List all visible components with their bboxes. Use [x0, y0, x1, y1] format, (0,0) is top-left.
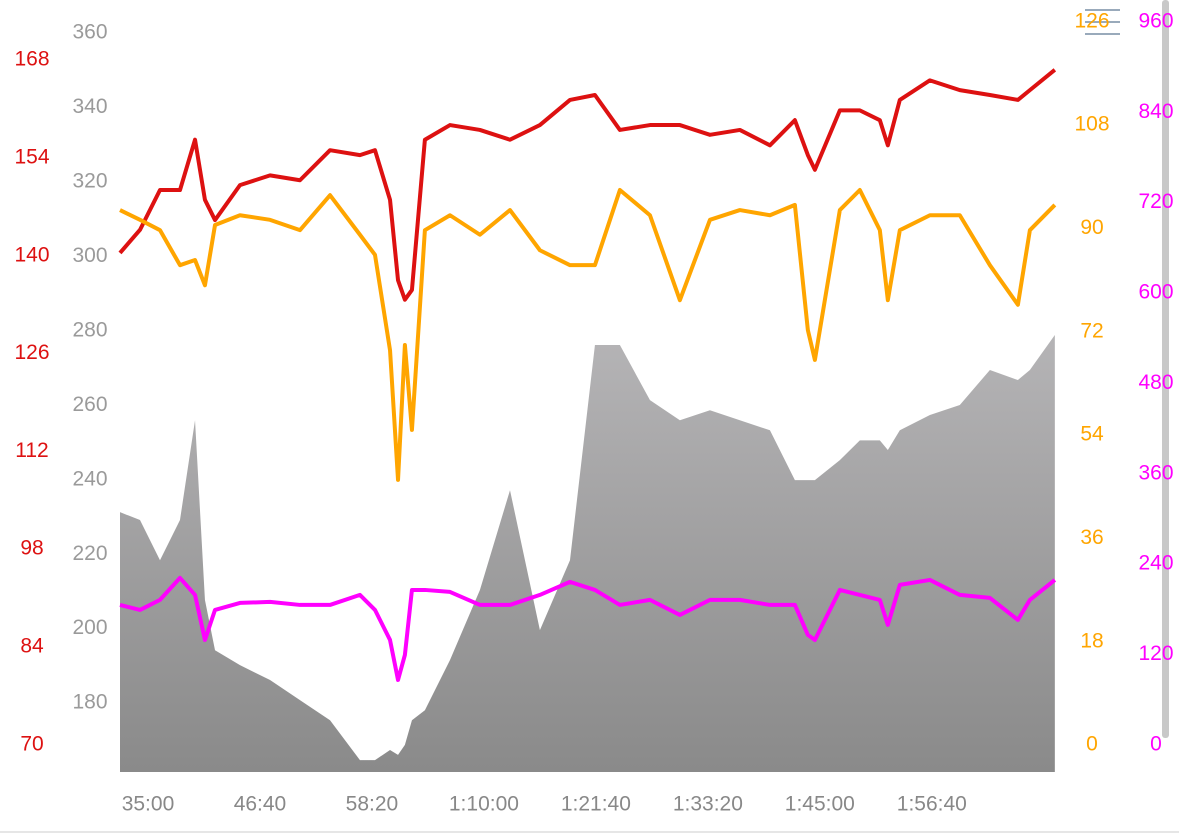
x-tick-label: 58:20 [346, 793, 399, 816]
y-tick-label: 112 [15, 439, 48, 462]
y-tick-label: 0 [1086, 733, 1098, 756]
y-tick-label: 280 [72, 318, 107, 341]
x-tick-label: 1:33:20 [673, 793, 743, 816]
y-tick-label: 98 [20, 537, 43, 560]
scrollbar[interactable] [1162, 0, 1169, 738]
y-tick-label: 108 [1074, 113, 1109, 136]
y-tick-label: 90 [1080, 216, 1103, 239]
y-tick-label: 340 [72, 95, 107, 118]
y-tick-label: 0 [1150, 733, 1162, 756]
y-tick-label: 70 [20, 732, 43, 755]
y-tick-label: 126 [14, 341, 49, 364]
y-tick-label: 960 [1138, 9, 1173, 32]
y-tick-label: 36 [1080, 526, 1103, 549]
series-line [118, 68, 1057, 302]
y-tick-label: 360 [1138, 461, 1173, 484]
y-tick-label: 120 [1138, 642, 1173, 665]
y-tick-label: 168 [14, 48, 49, 71]
y-tick-label: 600 [1138, 281, 1173, 304]
y-tick-label: 320 [72, 170, 107, 193]
x-tick-label: 1:45:00 [785, 793, 855, 816]
y-tick-label: 480 [1138, 371, 1173, 394]
plot-area [118, 68, 1057, 772]
y-tick-label: 220 [72, 542, 107, 565]
x-tick-label: 1:10:00 [449, 793, 519, 816]
x-tick-label: 35:00 [122, 793, 175, 816]
y-tick-label: 300 [72, 244, 107, 267]
x-tick-label: 1:56:40 [897, 793, 967, 816]
series-line [119, 575, 1057, 682]
elevation-area [120, 335, 1055, 772]
y-tick-label: 72 [1080, 319, 1103, 342]
y-tick-label: 840 [1138, 100, 1173, 123]
y-tick-label: 140 [14, 243, 49, 266]
x-tick-label: 1:21:40 [561, 793, 631, 816]
y-tick-label: 260 [72, 393, 107, 416]
series-line [119, 187, 1057, 482]
y-tick-label: 180 [72, 691, 107, 714]
y-tick-label: 18 [1080, 629, 1103, 652]
y-tick-label: 54 [1080, 423, 1104, 446]
y-tick-label: 84 [20, 634, 44, 657]
y-tick-label: 720 [1138, 190, 1173, 213]
y-tick-label: 154 [14, 145, 49, 168]
y-tick-label: 200 [72, 616, 107, 639]
y-tick-label: 126 [1074, 9, 1109, 32]
menu-icon[interactable] [1085, 9, 1120, 35]
y-tick-label: 240 [72, 467, 107, 490]
x-tick-label: 46:40 [234, 793, 287, 816]
y-tick-label: 240 [1138, 552, 1173, 575]
y-tick-label: 360 [72, 21, 107, 44]
